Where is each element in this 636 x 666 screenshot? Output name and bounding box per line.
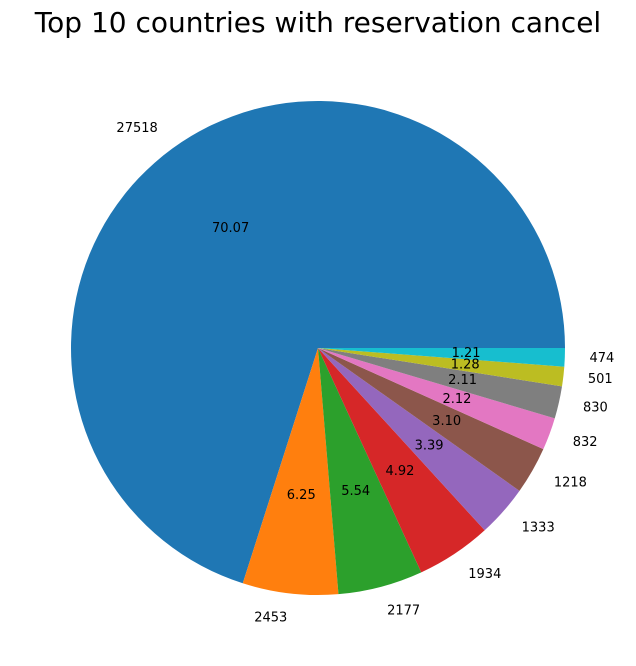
- pie-slice-2177: [318, 348, 422, 595]
- slice-label-832: 832: [573, 435, 598, 450]
- slice-label-1934: 1934: [468, 567, 501, 582]
- percent-label-27518: 70.07: [212, 221, 249, 236]
- slice-label-1333: 1333: [522, 520, 555, 535]
- percent-label-474: 1.21: [452, 346, 481, 361]
- percent-label-1333: 3.39: [415, 439, 444, 454]
- slice-label-501: 501: [588, 372, 613, 387]
- pie-slice-1218: [318, 348, 544, 491]
- pie-slices: [70, 100, 565, 595]
- slice-label-2177: 2177: [387, 603, 420, 618]
- percent-label-1934: 4.92: [385, 464, 414, 479]
- percent-label-1218: 3.10: [432, 414, 461, 429]
- pie-slice-2453: [242, 348, 339, 595]
- pie-slice-27518: [70, 100, 565, 584]
- slice-label-2453: 2453: [254, 610, 287, 625]
- percent-label-501: 1.28: [451, 358, 480, 373]
- percent-label-2453: 6.25: [287, 488, 316, 503]
- pie-slice-474: [318, 348, 565, 367]
- percent-label-832: 2.12: [442, 392, 471, 407]
- pie-slice-832: [318, 348, 555, 450]
- pie-slice-501: [318, 348, 565, 387]
- chart-title: Top 10 countries with reservation cancel: [34, 6, 601, 39]
- pie-labels: 27518 70.07 2453 6.25 2177 5.54 1934 4.92 1333 3.…: [116, 121, 614, 625]
- slice-label-474: 474: [590, 351, 615, 366]
- pie-slice-830: [318, 348, 563, 419]
- slice-label-27518: 27518: [116, 121, 157, 136]
- slice-label-830: 830: [583, 400, 608, 415]
- pie-slice-1333: [318, 348, 520, 531]
- percent-label-830: 2.11: [448, 373, 477, 388]
- percent-label-2177: 5.54: [341, 484, 370, 499]
- slice-label-1218: 1218: [554, 475, 587, 490]
- pie-slice-1934: [318, 348, 485, 573]
